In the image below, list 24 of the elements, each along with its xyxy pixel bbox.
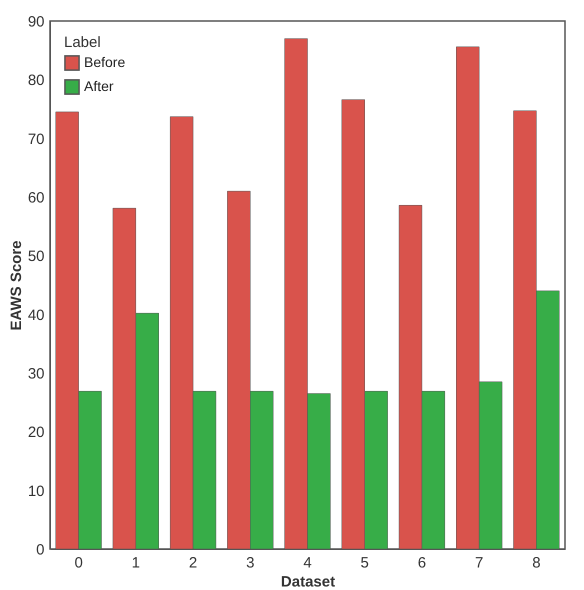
x-tick-label: 3 xyxy=(246,554,254,572)
x-tick-label: 5 xyxy=(360,554,369,572)
y-tick-label: 20 xyxy=(28,424,44,442)
x-tick-label: 0 xyxy=(74,554,83,572)
legend-title: Label xyxy=(64,34,101,51)
legend-label: Before xyxy=(84,54,126,70)
y-axis-title: EAWS Score xyxy=(8,240,25,331)
x-tick-label: 4 xyxy=(303,554,312,572)
x-axis-title: Dataset xyxy=(280,574,336,590)
x-tick-label: 1 xyxy=(132,554,140,572)
y-tick-label: 30 xyxy=(28,366,44,382)
x-tick-label: 8 xyxy=(532,554,541,572)
x-tick-label: 7 xyxy=(474,554,484,572)
x-tick-label: 6 xyxy=(418,554,426,572)
x-tick-label: 2 xyxy=(188,554,198,572)
y-tick-label: 50 xyxy=(28,248,44,266)
y-tick-label: 80 xyxy=(28,72,44,90)
y-tick-label: 40 xyxy=(28,306,44,324)
y-tick-label: 60 xyxy=(28,190,44,206)
y-tick-label: 10 xyxy=(28,482,44,500)
y-tick-label: 70 xyxy=(28,130,44,148)
y-tick-label: 90 xyxy=(28,14,44,30)
y-tick-label: 0 xyxy=(36,542,44,558)
legend-label: After xyxy=(84,78,114,94)
